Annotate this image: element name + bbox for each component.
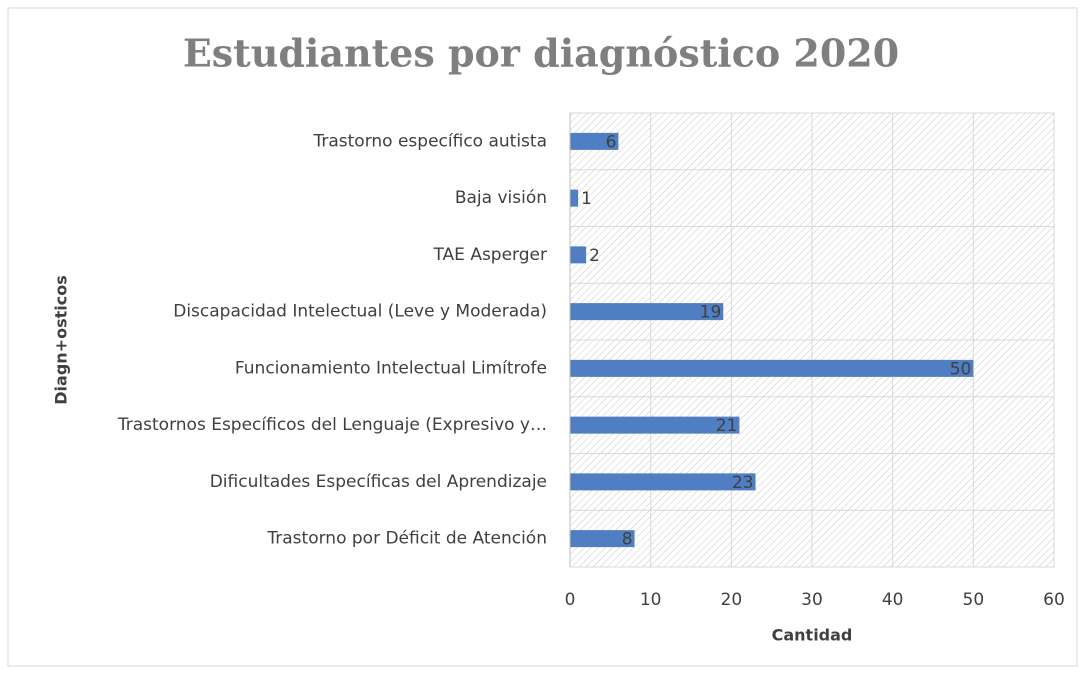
y-tick-label: Baja visión (455, 188, 547, 208)
data-label: 1 (581, 189, 592, 209)
y-tick-label: Funcionamiento Intelectual Limítrofe (235, 358, 547, 378)
bar (570, 189, 579, 207)
data-label: 19 (700, 303, 722, 323)
bar (570, 132, 619, 150)
y-tick-label: Dificultades Específicas del Aprendizaje (210, 472, 547, 492)
data-label: 6 (606, 132, 617, 152)
x-tick-label: 50 (963, 590, 985, 610)
x-axis-title: Cantidad (772, 626, 853, 645)
data-label: 21 (716, 416, 738, 436)
y-tick-label: Trastorno por Déficit de Atención (266, 529, 547, 549)
data-label: 23 (732, 473, 754, 493)
x-tick-label: 10 (640, 590, 662, 610)
x-tick-label: 40 (882, 590, 904, 610)
bar (570, 246, 587, 264)
y-tick-label: Trastorno específico autista (312, 131, 547, 151)
y-tick-label: Discapacidad Intelectual (Leve y Moderad… (173, 302, 547, 322)
y-tick-label: TAE Asperger (432, 245, 547, 265)
x-tick-label: 60 (1043, 590, 1065, 610)
x-tick-label: 20 (721, 590, 743, 610)
bar (570, 359, 974, 377)
y-axis-title: Diagn+osticos (52, 275, 71, 404)
bar (570, 473, 756, 491)
y-tick-label: Trastornos Específicos del Lenguaje (Exp… (117, 415, 547, 435)
x-tick-label: 0 (565, 590, 576, 610)
data-label: 8 (622, 530, 633, 550)
bar (570, 416, 740, 434)
x-tick-label: 30 (801, 590, 823, 610)
chart-title: Estudiantes por diagnóstico 2020 (183, 31, 899, 76)
data-label: 50 (950, 359, 972, 379)
data-label: 2 (589, 246, 600, 266)
bar (570, 530, 635, 548)
bar (570, 303, 724, 321)
